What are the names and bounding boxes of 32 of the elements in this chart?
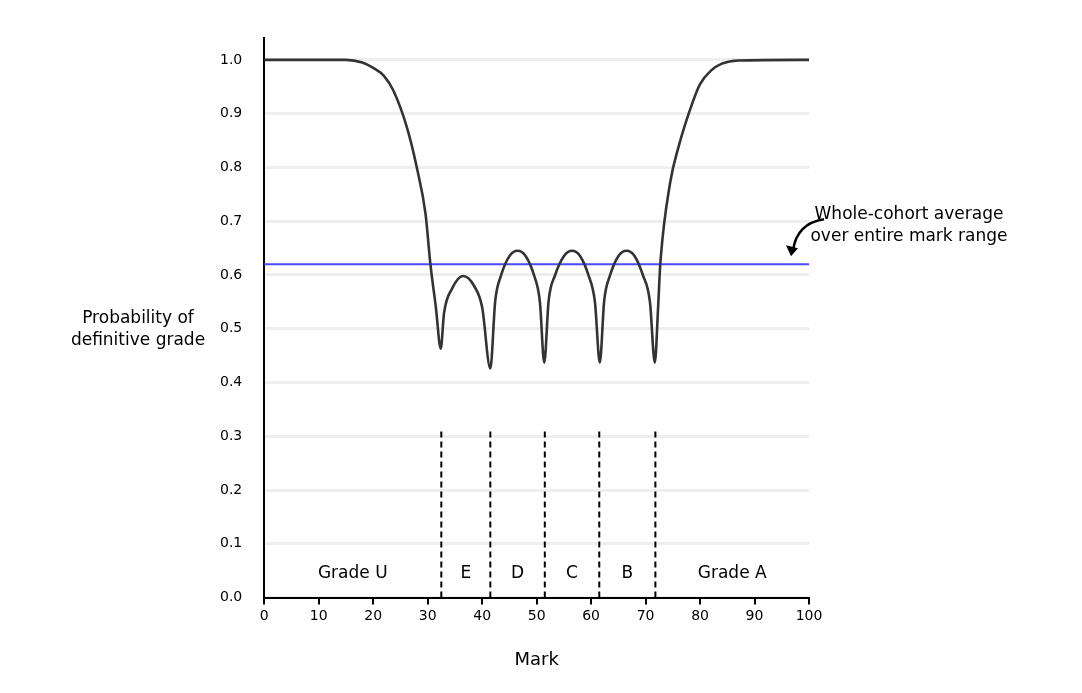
x-tick-label: 100 bbox=[795, 606, 823, 623]
y-tick-label: 0.0 bbox=[220, 588, 243, 605]
y-axis-title: Probability of definitive grade bbox=[70, 307, 206, 350]
line-series bbox=[264, 58, 809, 370]
x-tick-label: 60 bbox=[582, 606, 601, 623]
annotation: E bbox=[460, 562, 472, 583]
x-axis-title: Mark bbox=[514, 647, 560, 669]
y-tick-label: 0.7 bbox=[220, 211, 243, 228]
y-tick-label: 1.0 bbox=[220, 50, 243, 67]
annotation: Grade A bbox=[697, 562, 767, 583]
x-tick-label: 80 bbox=[691, 606, 709, 623]
x-tick-label: 90 bbox=[745, 606, 764, 623]
x-tick-label: 30 bbox=[418, 606, 437, 623]
x-tick-label: 70 bbox=[636, 606, 655, 623]
x-tick-label: 50 bbox=[527, 606, 546, 623]
x-tick-label: 20 bbox=[364, 606, 383, 623]
y-tick-label: 0.2 bbox=[220, 480, 243, 497]
y-tick-label: 0.8 bbox=[220, 158, 243, 175]
y-tick-label: 0.5 bbox=[220, 319, 243, 336]
annotation: C bbox=[566, 562, 578, 583]
annotation: Grade U bbox=[317, 562, 388, 583]
x-tick-label: 10 bbox=[309, 606, 328, 623]
x-tick-label: 40 bbox=[473, 606, 492, 623]
ref-line-label: Whole-cohort average over entire mark range bbox=[810, 202, 1008, 245]
y-tick-label: 0.6 bbox=[220, 265, 243, 282]
y-tick-label: 0.9 bbox=[220, 104, 243, 121]
annotation: D bbox=[511, 562, 525, 583]
y-tick-label: 0.3 bbox=[220, 426, 243, 443]
x-tick-label: 0 bbox=[259, 606, 269, 623]
annotation: B bbox=[621, 562, 634, 583]
y-tick-label: 0.1 bbox=[220, 534, 243, 551]
y-tick-label: 0.4 bbox=[220, 373, 243, 390]
